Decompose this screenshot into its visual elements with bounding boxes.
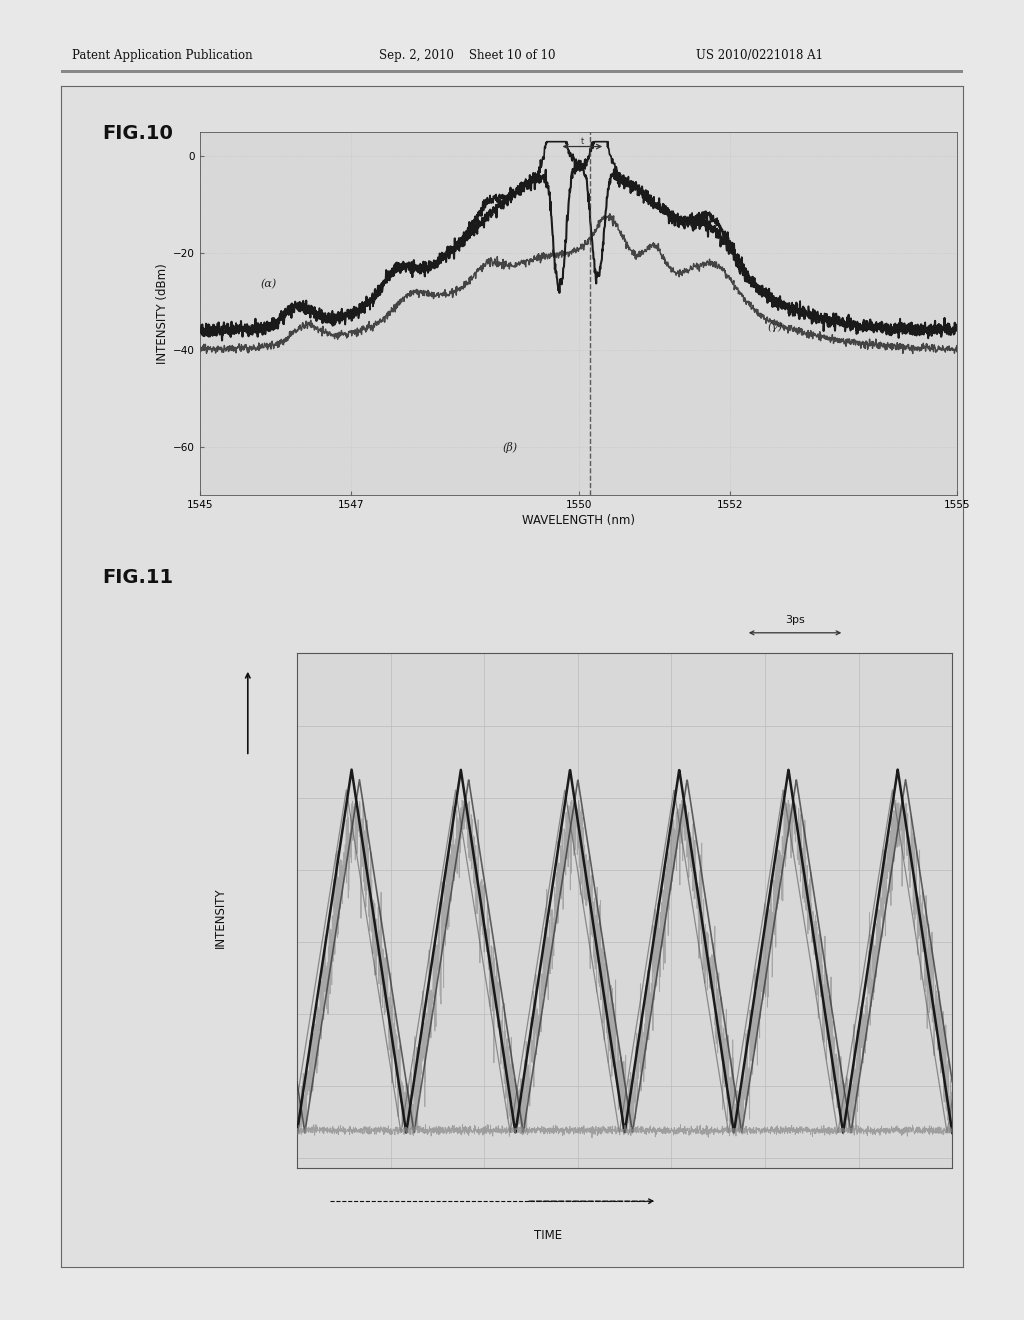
Text: Patent Application Publication: Patent Application Publication xyxy=(72,49,252,62)
Text: TIME: TIME xyxy=(534,1229,562,1242)
Text: (γ): (γ) xyxy=(768,322,783,333)
Y-axis label: INTENSITY (dBm): INTENSITY (dBm) xyxy=(156,263,169,364)
Text: Sep. 2, 2010    Sheet 10 of 10: Sep. 2, 2010 Sheet 10 of 10 xyxy=(379,49,555,62)
Text: FIG.11: FIG.11 xyxy=(102,569,173,587)
Text: FIG.10: FIG.10 xyxy=(102,124,173,143)
Text: INTENSITY: INTENSITY xyxy=(214,887,226,948)
Text: (α): (α) xyxy=(260,279,276,289)
Text: US 2010/0221018 A1: US 2010/0221018 A1 xyxy=(696,49,823,62)
Text: 3ps: 3ps xyxy=(785,615,805,626)
Text: (β): (β) xyxy=(503,442,518,454)
Text: t: t xyxy=(581,137,584,147)
X-axis label: WAVELENGTH (nm): WAVELENGTH (nm) xyxy=(522,513,635,527)
